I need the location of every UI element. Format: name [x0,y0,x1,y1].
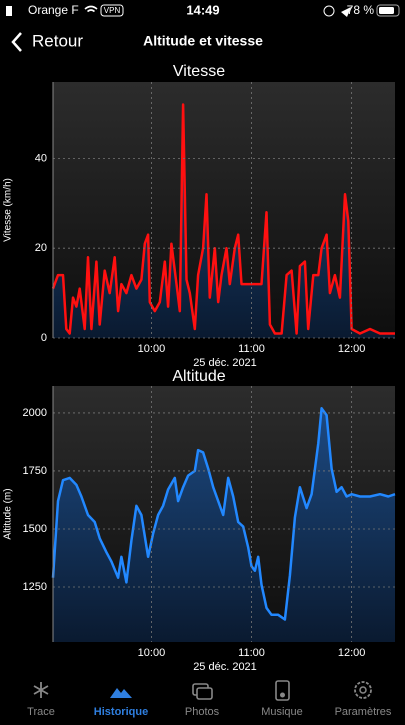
y-axis-label: Vitesse (km/h) [3,178,14,242]
tab-icon-trace[interactable] [33,682,49,698]
tab-icon-parametres[interactable] [354,681,372,699]
x-tick-label: 11:00 [238,647,265,659]
signal-icon [6,6,12,16]
tab-label[interactable]: Trace [27,706,55,718]
y-tick-label: 1500 [23,523,47,535]
battery-icon [376,4,400,17]
tab-label[interactable]: Historique [94,706,148,718]
tab-icon-photos-back[interactable] [196,687,213,700]
tab-bar [0,674,405,720]
status-bar: Orange F VPN 14:49 78 % [6,2,400,17]
tab-icon-parametres-core[interactable] [359,686,367,694]
back-button[interactable]: Retour [32,31,83,50]
chart-title: Altitude [172,368,225,385]
lock-icon [323,5,335,17]
x-axis-label: 25 déc. 2021 [193,357,257,369]
x-tick-label: 12:00 [338,343,366,355]
line [51,407,396,621]
tab-label[interactable]: Paramètres [335,706,392,718]
x-tick-label: 10:00 [138,343,166,355]
tab-icon-musique-dot[interactable] [280,692,285,698]
wifi-icon [84,5,98,13]
battery-text: 78 % [347,3,375,17]
nav-title: Altitude et vitesse [143,33,263,49]
nav-bar: Retour Altitude et vitesse [11,31,263,52]
back-chevron[interactable] [11,32,22,52]
y-axis-label: Altitude (m) [3,488,14,539]
x-tick-label: 11:00 [238,343,265,355]
y-tick-label: 40 [35,152,47,164]
area [53,408,395,642]
y-tick-label: 1250 [23,581,47,593]
clock: 14:49 [186,2,219,17]
tab-icon-historique[interactable] [110,688,132,698]
area [53,104,395,338]
tab-label[interactable]: Musique [261,706,303,718]
y-tick-label: 20 [35,242,47,254]
y-tick-label: 2000 [23,407,47,419]
chart-title: Vitesse [173,63,225,80]
x-axis-label: 25 déc. 2021 [193,661,257,673]
location-icon [341,7,351,17]
vpn-box [100,4,124,17]
x-tick-label: 10:00 [138,647,166,659]
battery-level [379,7,394,14]
tab-icon-musique[interactable] [275,680,290,701]
y-tick-label: 1750 [23,465,47,477]
y-tick-label: 0 [41,332,47,344]
vpn: VPN [104,6,121,15]
x-tick-label: 12:00 [338,647,366,659]
carrier: Orange F [28,3,79,17]
tab-label[interactable]: Photos [185,706,220,718]
line [51,103,395,335]
